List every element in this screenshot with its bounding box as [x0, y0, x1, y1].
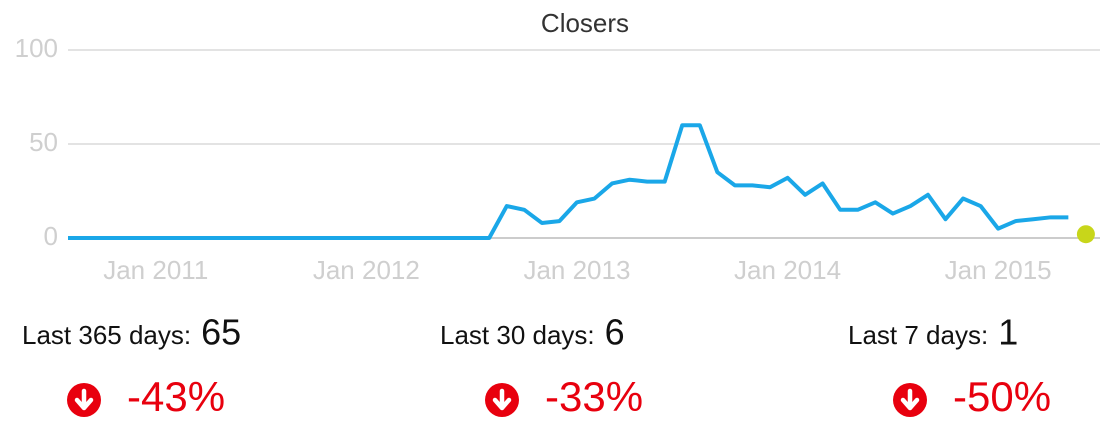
- x-tick-label: Jan 2013: [523, 255, 630, 285]
- stat-value: 65: [201, 312, 241, 353]
- x-tick-label: Jan 2012: [313, 255, 420, 285]
- y-tick-label: 100: [15, 33, 58, 63]
- x-tick-label: Jan 2015: [945, 255, 1052, 285]
- down-arrow: [492, 388, 512, 411]
- y-tick-label: 0: [44, 221, 58, 251]
- stat-label: Last 30 days:: [440, 320, 595, 350]
- stat-label: Last 365 days:: [22, 320, 191, 350]
- stat-value: 1: [998, 312, 1018, 353]
- stat-change: -33%: [545, 373, 643, 420]
- down-arrow: [900, 388, 920, 411]
- y-tick-label: 50: [29, 127, 58, 157]
- x-tick-label: Jan 2011: [103, 255, 208, 285]
- x-tick-label: Jan 2014: [734, 255, 841, 285]
- stat-label: Last 7 days:: [848, 320, 988, 350]
- line-point: [1076, 225, 1095, 244]
- stat-value: 6: [605, 312, 625, 353]
- line: [68, 123, 1069, 240]
- stat-change: -43%: [127, 373, 225, 420]
- chart-title: Closers: [541, 8, 629, 38]
- stat-change: -50%: [953, 373, 1051, 420]
- down-arrow: [74, 388, 94, 411]
